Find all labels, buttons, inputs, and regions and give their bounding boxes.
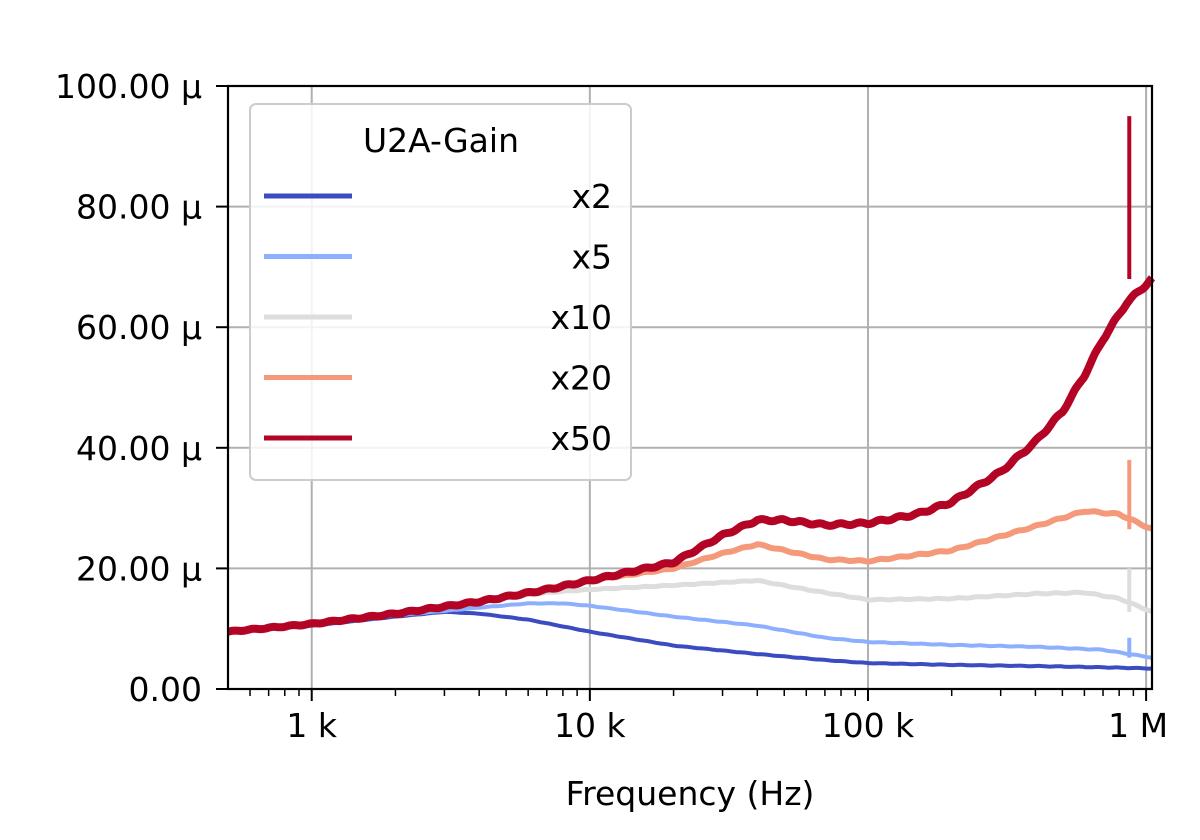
legend-label-x2: x2 <box>571 177 612 216</box>
series-line-x10 <box>226 577 1154 635</box>
legend-label-x50: x50 <box>550 419 612 458</box>
series-line-x50 <box>225 275 1156 636</box>
y-tick-label: 60.00 μ <box>76 308 202 347</box>
legend: U2A-Gain x2 x5 x10 x20 x50 <box>249 103 632 481</box>
y-tick-label: 100.00 μ <box>55 67 202 106</box>
series-group <box>225 116 1156 671</box>
y-tick-label: 40.00 μ <box>76 429 202 468</box>
y-tick-label: 0.00 <box>129 670 202 709</box>
legend-title: U2A-Gain <box>363 121 519 160</box>
y-tick-label: 80.00 μ <box>76 188 202 227</box>
x-tick-label: 10 k <box>554 706 626 745</box>
x-axis-label: Frequency (Hz) <box>566 774 815 813</box>
legend-label-x5: x5 <box>571 238 612 277</box>
axis-ticks: 1 k 10 k 100 k 1 M 0.00 20.00 μ 40.00 μ 60.00 μ… <box>55 67 1168 745</box>
x-tick-label: 1 M <box>1108 706 1168 745</box>
series-line-x5 <box>227 601 1153 660</box>
plot-frame <box>226 84 1154 691</box>
legend-label-x20: x20 <box>550 359 612 398</box>
legend-label-x10: x10 <box>550 298 612 337</box>
x-tick-label: 1 k <box>286 706 337 745</box>
y-tick-label: 20.00 μ <box>76 549 202 588</box>
x-tick-label: 100 k <box>822 706 915 745</box>
